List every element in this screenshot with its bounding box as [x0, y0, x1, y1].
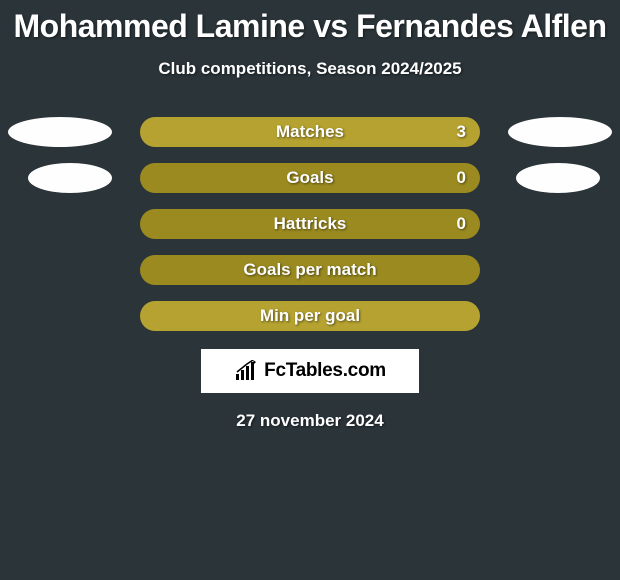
stat-label: Hattricks: [274, 214, 347, 234]
stat-label: Matches: [276, 122, 344, 142]
stat-bar: Goals 0: [140, 163, 480, 193]
stat-row-matches: Matches 3: [0, 117, 620, 147]
stat-label: Goals: [286, 168, 333, 188]
stat-row-min-per-goal: Min per goal: [0, 301, 620, 331]
right-ellipse: [516, 163, 600, 193]
left-ellipse: [28, 163, 112, 193]
stat-label: Goals per match: [243, 260, 376, 280]
stat-bar: Hattricks 0: [140, 209, 480, 239]
infographic-container: Mohammed Lamine vs Fernandes Alflen Club…: [0, 0, 620, 431]
stat-label: Min per goal: [260, 306, 360, 326]
stat-value: 0: [457, 168, 466, 188]
stat-bar: Goals per match: [140, 255, 480, 285]
right-ellipse: [508, 117, 612, 147]
logo: FcTables.com: [234, 360, 386, 382]
logo-box: FcTables.com: [201, 349, 419, 393]
logo-text: FcTables.com: [264, 360, 386, 382]
left-ellipse: [8, 117, 112, 147]
stat-row-goals-per-match: Goals per match: [0, 255, 620, 285]
stat-value: 0: [457, 214, 466, 234]
date-label: 27 november 2024: [0, 411, 620, 431]
stats-list: Matches 3 Goals 0 Hattricks 0 Goals per …: [0, 117, 620, 331]
stat-bar: Matches 3: [140, 117, 480, 147]
stat-row-hattricks: Hattricks 0: [0, 209, 620, 239]
chart-icon: [234, 360, 260, 382]
stat-row-goals: Goals 0: [0, 163, 620, 193]
stat-bar: Min per goal: [140, 301, 480, 331]
stat-value: 3: [457, 122, 466, 142]
season-subtitle: Club competitions, Season 2024/2025: [0, 59, 620, 79]
comparison-title: Mohammed Lamine vs Fernandes Alflen: [0, 8, 620, 45]
